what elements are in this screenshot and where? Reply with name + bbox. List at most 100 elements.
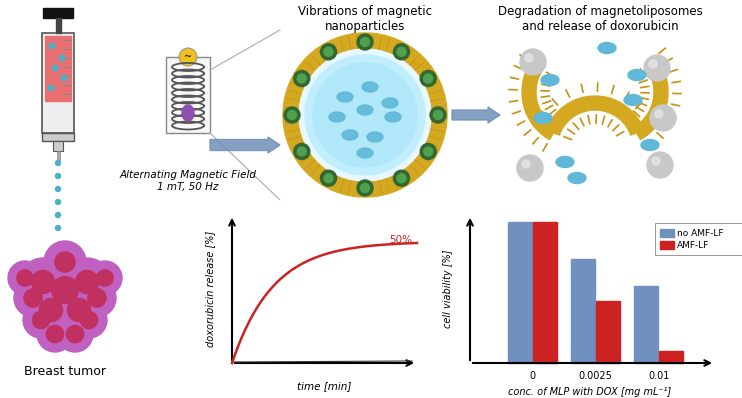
Circle shape — [61, 75, 67, 81]
Text: 50%: 50% — [389, 235, 412, 245]
Circle shape — [31, 271, 54, 293]
Text: 0: 0 — [529, 371, 536, 381]
Circle shape — [44, 241, 86, 283]
Ellipse shape — [628, 70, 646, 80]
FancyArrow shape — [210, 137, 280, 153]
Ellipse shape — [541, 74, 559, 86]
Ellipse shape — [337, 92, 353, 102]
Circle shape — [59, 55, 65, 61]
Circle shape — [14, 279, 52, 317]
Circle shape — [49, 43, 55, 49]
Circle shape — [644, 55, 670, 81]
Circle shape — [525, 54, 533, 62]
Circle shape — [51, 277, 79, 303]
Ellipse shape — [556, 156, 574, 168]
Circle shape — [299, 49, 431, 181]
Text: Alternating Magnetic Field: Alternating Magnetic Field — [119, 170, 257, 180]
Circle shape — [57, 316, 93, 352]
Polygon shape — [634, 57, 668, 140]
Circle shape — [33, 311, 50, 329]
Bar — [56, 151, 59, 160]
Circle shape — [56, 174, 61, 178]
Circle shape — [650, 105, 676, 131]
Ellipse shape — [367, 132, 383, 142]
Circle shape — [23, 302, 59, 338]
Circle shape — [655, 110, 663, 118]
Circle shape — [78, 279, 116, 317]
Circle shape — [8, 261, 42, 295]
Circle shape — [522, 160, 530, 168]
Circle shape — [652, 157, 660, 165]
Bar — [53, 141, 63, 151]
Circle shape — [420, 144, 436, 160]
Circle shape — [55, 252, 75, 272]
Circle shape — [19, 258, 67, 306]
Bar — [659, 351, 683, 363]
Circle shape — [294, 70, 309, 86]
Bar — [655, 223, 742, 255]
Ellipse shape — [624, 94, 642, 105]
Ellipse shape — [382, 98, 398, 108]
Circle shape — [52, 65, 58, 71]
Circle shape — [420, 70, 436, 86]
Ellipse shape — [182, 105, 194, 121]
Ellipse shape — [534, 113, 552, 123]
Circle shape — [284, 107, 300, 123]
Circle shape — [76, 271, 99, 293]
Circle shape — [324, 47, 333, 56]
Circle shape — [393, 44, 410, 60]
Ellipse shape — [357, 148, 373, 158]
Text: conc. of MLP with DOX [mg mL⁻¹]: conc. of MLP with DOX [mg mL⁻¹] — [508, 387, 672, 397]
Circle shape — [357, 180, 373, 196]
Text: ~: ~ — [184, 52, 192, 62]
Circle shape — [361, 183, 370, 193]
Circle shape — [24, 289, 42, 307]
Ellipse shape — [329, 112, 345, 122]
Circle shape — [393, 170, 410, 186]
Bar — [596, 301, 620, 363]
Text: cell viability [%]: cell viability [%] — [443, 250, 453, 328]
Circle shape — [305, 55, 425, 175]
Circle shape — [88, 289, 106, 307]
Circle shape — [357, 34, 373, 50]
Circle shape — [56, 160, 61, 166]
Circle shape — [37, 262, 93, 318]
Circle shape — [324, 174, 333, 183]
Circle shape — [424, 147, 433, 156]
Bar — [42, 33, 74, 133]
Text: doxorubicin release [%]: doxorubicin release [%] — [205, 231, 215, 347]
Ellipse shape — [568, 172, 586, 183]
Text: Degradation of magnetoliposomes
and release of doxorubicin: Degradation of magnetoliposomes and rele… — [498, 5, 703, 33]
Circle shape — [63, 258, 111, 306]
FancyArrow shape — [452, 107, 500, 123]
Circle shape — [46, 325, 64, 343]
Circle shape — [517, 155, 543, 181]
Circle shape — [56, 199, 61, 205]
Polygon shape — [546, 96, 644, 135]
Circle shape — [647, 152, 673, 178]
Circle shape — [298, 74, 306, 83]
Ellipse shape — [598, 43, 616, 53]
Bar — [571, 259, 595, 363]
Circle shape — [313, 63, 417, 167]
Bar — [660, 241, 674, 249]
Bar — [508, 222, 532, 363]
Circle shape — [88, 261, 122, 295]
Polygon shape — [522, 57, 556, 140]
Text: Breast tumor: Breast tumor — [24, 365, 106, 378]
Circle shape — [433, 111, 442, 119]
Circle shape — [287, 111, 297, 119]
Circle shape — [71, 302, 107, 338]
Circle shape — [48, 85, 54, 91]
Circle shape — [68, 298, 91, 322]
Circle shape — [321, 170, 337, 186]
Circle shape — [321, 44, 337, 60]
Text: Vibrations of magnetic
nanoparticles: Vibrations of magnetic nanoparticles — [298, 5, 432, 33]
Circle shape — [39, 298, 62, 322]
Bar — [43, 8, 73, 18]
Ellipse shape — [342, 130, 358, 140]
Circle shape — [520, 49, 546, 75]
Ellipse shape — [357, 105, 373, 115]
Bar — [533, 222, 557, 363]
Circle shape — [424, 74, 433, 83]
